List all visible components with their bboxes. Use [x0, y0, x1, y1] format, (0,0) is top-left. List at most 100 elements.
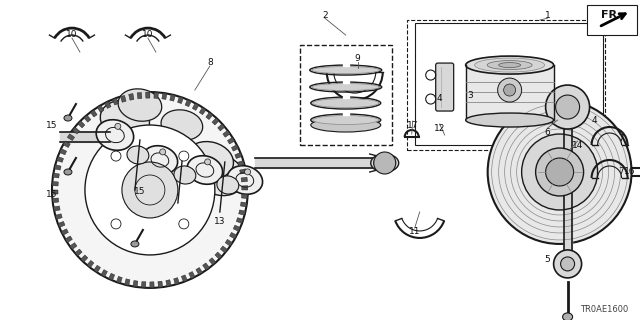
Polygon shape	[185, 100, 191, 107]
Polygon shape	[203, 263, 209, 270]
Text: 4: 4	[437, 93, 442, 102]
Text: 14: 14	[572, 140, 583, 149]
Ellipse shape	[466, 56, 554, 74]
Ellipse shape	[227, 166, 262, 194]
Polygon shape	[241, 202, 247, 207]
Polygon shape	[218, 124, 225, 131]
Polygon shape	[154, 92, 159, 98]
Polygon shape	[75, 249, 82, 256]
Polygon shape	[93, 265, 100, 273]
Text: 7: 7	[619, 133, 625, 142]
Polygon shape	[90, 110, 97, 117]
Text: TR0AE1600: TR0AE1600	[580, 305, 628, 314]
Ellipse shape	[311, 97, 381, 109]
Polygon shape	[196, 268, 202, 275]
Circle shape	[115, 123, 121, 129]
Polygon shape	[212, 118, 219, 125]
Polygon shape	[101, 269, 108, 277]
Polygon shape	[125, 279, 130, 285]
Ellipse shape	[466, 113, 554, 127]
Circle shape	[205, 159, 211, 165]
Ellipse shape	[118, 89, 162, 121]
Polygon shape	[116, 276, 122, 284]
Ellipse shape	[161, 110, 203, 140]
Polygon shape	[87, 260, 94, 268]
Polygon shape	[70, 243, 77, 250]
Text: 10: 10	[142, 29, 154, 39]
Ellipse shape	[310, 82, 381, 92]
Polygon shape	[215, 252, 222, 259]
Text: FR.: FR.	[600, 10, 621, 20]
Circle shape	[546, 85, 589, 129]
Circle shape	[488, 100, 632, 244]
Text: 3: 3	[467, 91, 472, 100]
Polygon shape	[242, 186, 248, 190]
Text: 11: 11	[409, 228, 420, 236]
Circle shape	[85, 125, 215, 255]
Polygon shape	[220, 246, 228, 253]
Polygon shape	[166, 280, 171, 286]
Polygon shape	[133, 281, 138, 287]
FancyBboxPatch shape	[436, 63, 454, 111]
Polygon shape	[61, 229, 68, 235]
Polygon shape	[77, 121, 85, 128]
Ellipse shape	[174, 166, 196, 184]
Circle shape	[554, 250, 582, 278]
Polygon shape	[54, 164, 61, 170]
Circle shape	[111, 151, 121, 161]
Circle shape	[374, 152, 396, 174]
Polygon shape	[199, 108, 206, 115]
Text: 5: 5	[545, 255, 550, 264]
Polygon shape	[52, 190, 58, 194]
Polygon shape	[150, 282, 154, 288]
Polygon shape	[162, 93, 167, 100]
Ellipse shape	[311, 114, 381, 126]
Ellipse shape	[96, 120, 134, 150]
Circle shape	[52, 92, 248, 288]
Text: 12: 12	[434, 124, 445, 132]
Polygon shape	[55, 214, 62, 220]
Polygon shape	[72, 127, 79, 134]
Circle shape	[122, 162, 178, 218]
Polygon shape	[63, 141, 70, 148]
Polygon shape	[146, 92, 150, 98]
Text: 9: 9	[355, 53, 360, 63]
Polygon shape	[54, 206, 60, 211]
Ellipse shape	[104, 120, 156, 164]
Polygon shape	[158, 281, 163, 288]
Circle shape	[179, 219, 189, 229]
Polygon shape	[239, 169, 246, 174]
Ellipse shape	[142, 146, 178, 174]
Text: 17: 17	[407, 121, 419, 130]
Ellipse shape	[186, 141, 234, 179]
Circle shape	[111, 219, 121, 229]
Polygon shape	[52, 198, 59, 203]
Polygon shape	[223, 130, 230, 137]
Circle shape	[160, 149, 166, 155]
Circle shape	[522, 134, 598, 210]
Circle shape	[536, 148, 584, 196]
Ellipse shape	[150, 144, 199, 186]
Polygon shape	[137, 92, 142, 99]
Polygon shape	[120, 95, 126, 102]
Polygon shape	[193, 103, 199, 110]
Polygon shape	[233, 225, 241, 231]
Circle shape	[179, 151, 189, 161]
Polygon shape	[65, 236, 72, 243]
Ellipse shape	[195, 154, 244, 196]
FancyBboxPatch shape	[415, 23, 603, 145]
Polygon shape	[170, 94, 175, 101]
Polygon shape	[109, 273, 115, 280]
Circle shape	[504, 84, 516, 96]
Ellipse shape	[64, 115, 72, 121]
Text: 2: 2	[322, 11, 328, 20]
Circle shape	[244, 169, 251, 175]
Polygon shape	[177, 97, 184, 104]
Polygon shape	[227, 137, 235, 144]
Polygon shape	[181, 275, 188, 282]
Polygon shape	[206, 112, 213, 120]
Ellipse shape	[487, 60, 532, 69]
Ellipse shape	[131, 241, 139, 247]
Polygon shape	[230, 232, 237, 239]
Text: 1: 1	[545, 11, 550, 20]
